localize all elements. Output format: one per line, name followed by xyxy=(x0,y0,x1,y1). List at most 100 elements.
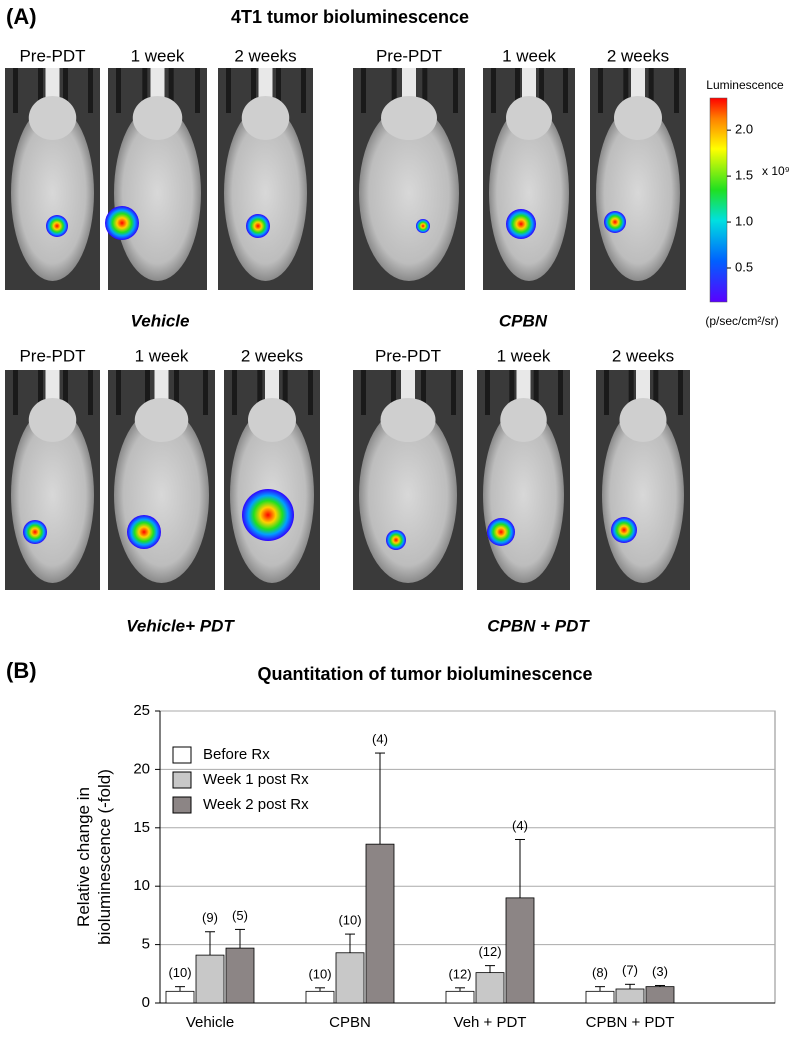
cage-bar xyxy=(361,68,366,113)
bar xyxy=(305,990,335,1004)
bar xyxy=(225,947,255,1004)
bar xyxy=(165,990,195,1004)
tumor-signal xyxy=(46,215,68,237)
group-label: CPBN + PDT xyxy=(487,616,590,635)
mouse-head xyxy=(381,96,437,140)
cage-bar xyxy=(391,370,396,415)
timepoint-label: 1 week xyxy=(497,346,551,365)
y-axis-label-line: Relative change in xyxy=(74,787,93,927)
colorbar-title: Luminescence xyxy=(706,78,784,92)
y-tick-label: 20 xyxy=(133,760,150,777)
n-label: (10) xyxy=(308,966,331,981)
cage-bar xyxy=(539,68,544,113)
mouse-body xyxy=(224,105,307,281)
bar xyxy=(195,954,225,1004)
n-label: (7) xyxy=(622,963,638,978)
timepoint-label: Pre-PDT xyxy=(376,46,442,65)
tumor-signal xyxy=(242,489,294,541)
cage-bar xyxy=(422,68,428,113)
group-label: Vehicle+ PDT xyxy=(126,616,235,635)
legend-swatch xyxy=(172,746,192,764)
cage-bar xyxy=(361,370,366,415)
cage-bar xyxy=(451,370,456,415)
mouse-body xyxy=(489,105,569,281)
cage-bar xyxy=(674,68,679,113)
mouse-head xyxy=(132,96,183,140)
cage-bar xyxy=(174,370,179,415)
mouse-body xyxy=(596,105,680,281)
cage-bar xyxy=(116,68,121,113)
bar xyxy=(475,972,505,1004)
legend-swatch xyxy=(172,771,192,789)
tumor-signal xyxy=(127,515,161,549)
cage-bar xyxy=(648,68,654,113)
mouse-body xyxy=(11,105,94,281)
bar xyxy=(505,897,535,1004)
y-tick-label: 25 xyxy=(133,702,150,719)
mouse-head xyxy=(241,96,290,140)
cage-bar xyxy=(391,68,397,113)
group-label: CPBN xyxy=(499,311,548,330)
mouse-body xyxy=(114,105,201,281)
cage-bar xyxy=(168,68,174,113)
n-label: (5) xyxy=(232,908,248,923)
colorbar-tick-label: 0.5 xyxy=(735,259,753,274)
plot-area xyxy=(159,710,776,1004)
mouse-head xyxy=(248,398,296,442)
tumor-signal xyxy=(611,517,637,543)
chart-title: Quantitation of tumor bioluminescence xyxy=(257,664,592,684)
cage-bar xyxy=(485,370,490,415)
cage-bar xyxy=(13,370,18,415)
mouse-head xyxy=(380,398,436,442)
cage-bar xyxy=(509,370,515,415)
colorbar-unit: (p/sec/cm²/sr) xyxy=(705,314,778,328)
x-tick-label: Vehicle xyxy=(186,1014,234,1031)
colorbar-tick-label: 1.0 xyxy=(735,213,753,228)
bar xyxy=(615,988,645,1004)
tumor-signal xyxy=(416,219,430,233)
cage-bar xyxy=(63,68,68,113)
timepoint-label: 2 weeks xyxy=(241,346,303,365)
cage-bar xyxy=(653,370,659,415)
y-axis-label: Relative change in bioluminescence (-fold… xyxy=(74,769,114,945)
mouse-head xyxy=(614,96,662,140)
timepoint-label: Pre-PDT xyxy=(375,346,441,365)
cage-bar xyxy=(226,68,231,113)
bar xyxy=(335,952,365,1004)
n-label: (10) xyxy=(338,913,361,928)
tumor-signal xyxy=(604,211,626,233)
cage-bar xyxy=(88,370,93,415)
tumor-signal xyxy=(246,214,270,238)
x-tick-label: CPBN xyxy=(329,1014,371,1031)
panel-title: 4T1 tumor bioluminescence xyxy=(231,7,469,27)
timepoint-label: 1 week xyxy=(502,46,556,65)
cage-bar xyxy=(533,370,539,415)
n-label: (4) xyxy=(512,818,528,833)
timepoint-label: 2 weeks xyxy=(607,46,669,65)
cage-bar xyxy=(563,68,568,113)
colorbar-multiplier: x 10⁹ xyxy=(762,164,790,178)
n-label: (4) xyxy=(372,731,388,746)
bar xyxy=(445,990,475,1004)
cage-bar xyxy=(203,370,208,415)
cage-bar xyxy=(13,68,18,113)
cage-bar xyxy=(301,68,306,113)
colorbar-tick-label: 1.5 xyxy=(735,168,753,183)
mouse-head xyxy=(28,96,77,140)
mouse-head xyxy=(134,398,189,442)
cage-bar xyxy=(145,370,150,415)
tumor-signal xyxy=(487,518,515,546)
y-tick-label: 0 xyxy=(142,994,150,1011)
y-tick-label: 5 xyxy=(142,936,150,953)
cage-bar xyxy=(142,68,148,113)
y-tick-label: 10 xyxy=(133,877,150,894)
mouse-head xyxy=(500,398,547,442)
cage-bar xyxy=(232,370,237,415)
tumor-signal xyxy=(386,530,406,550)
panel-label: (A) xyxy=(6,4,37,29)
colorbar-tick-label: 2.0 xyxy=(735,122,753,137)
cage-bar xyxy=(308,370,313,415)
tumor-signal xyxy=(506,209,536,239)
mouse-body xyxy=(359,105,459,281)
cage-bar xyxy=(678,370,683,415)
